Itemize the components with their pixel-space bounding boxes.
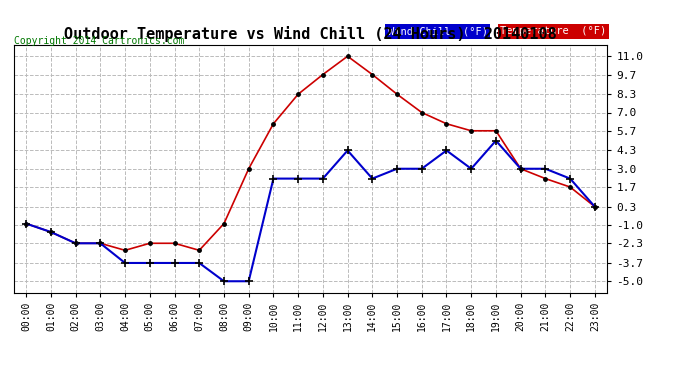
Title: Outdoor Temperature vs Wind Chill (24 Hours)  20140108: Outdoor Temperature vs Wind Chill (24 Ho… (64, 27, 557, 42)
Text: Copyright 2014 Cartronics.com: Copyright 2014 Cartronics.com (14, 36, 184, 46)
Text: Wind Chill  (°F): Wind Chill (°F) (388, 26, 488, 36)
Text: Temperature  (°F): Temperature (°F) (500, 26, 607, 36)
